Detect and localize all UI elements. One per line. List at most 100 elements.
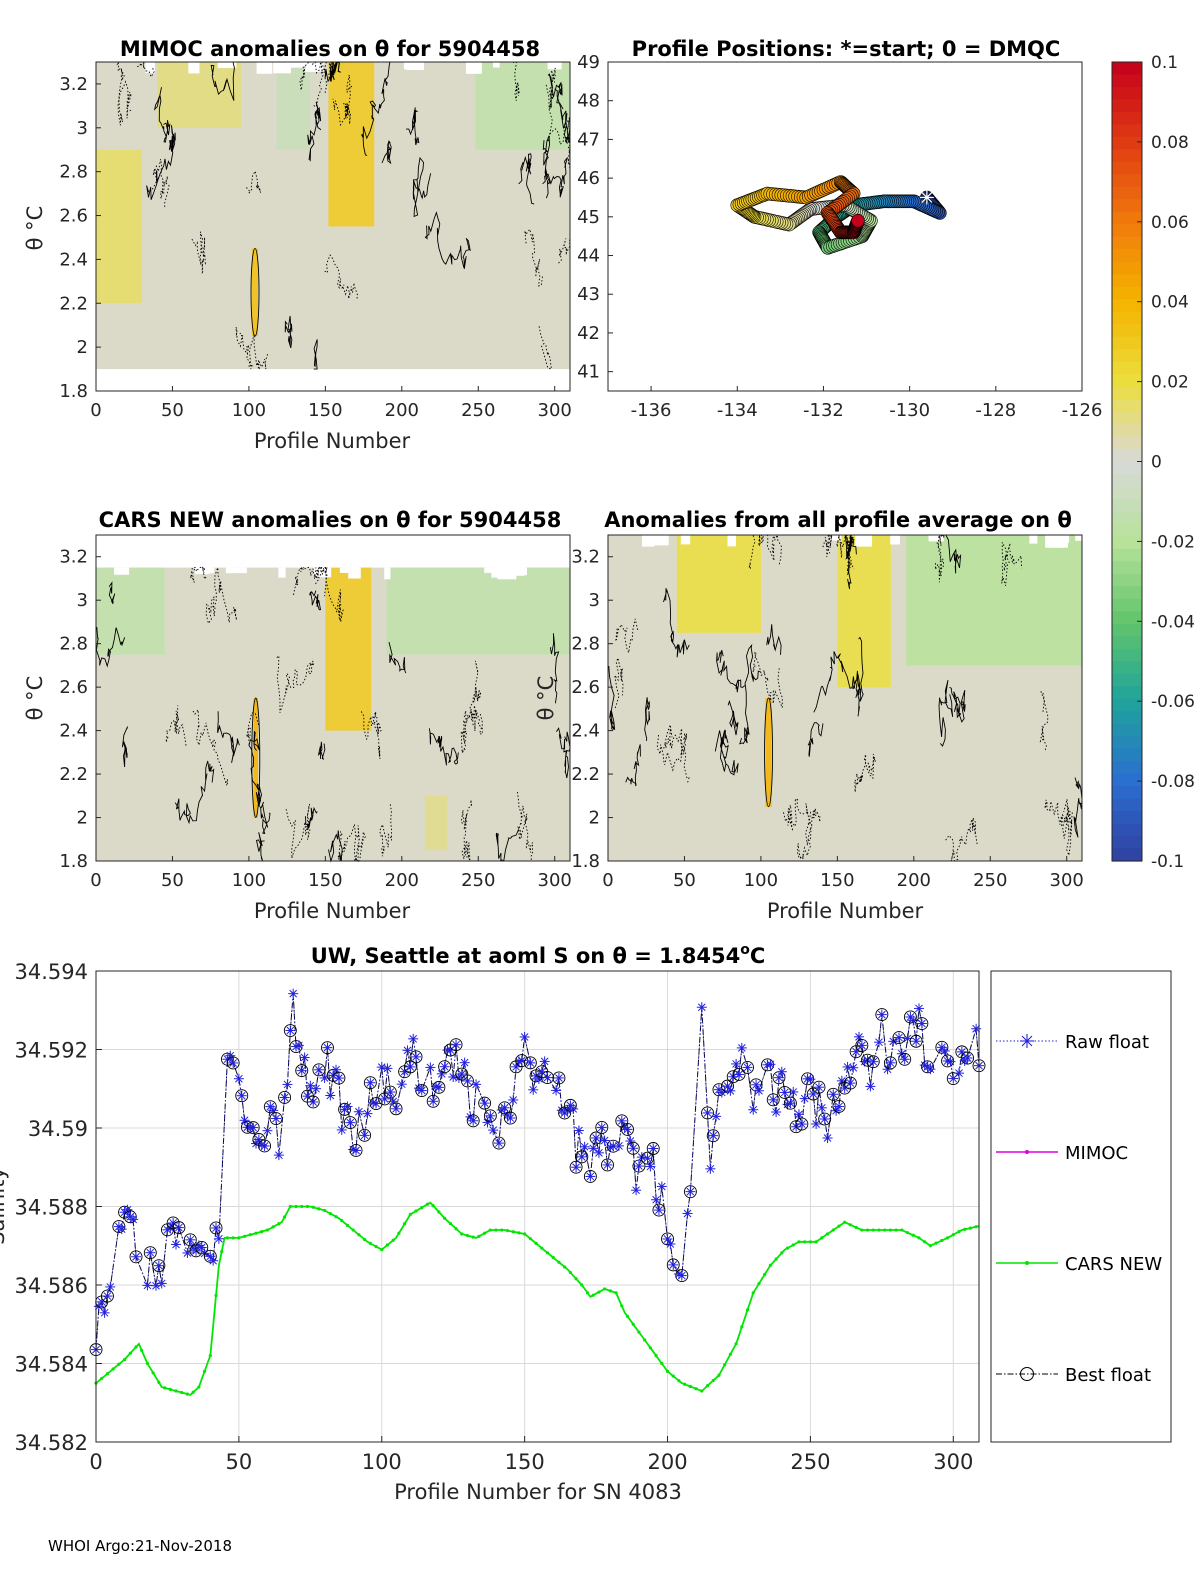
cars-new-point [277,1222,281,1226]
colorbar-step [1112,124,1142,138]
salinity-title: UW, Seattle at aoml S on θ = 1.8454oC [311,942,766,968]
contour-line [165,705,187,748]
colorbar-step [1112,461,1142,475]
best-float-point [343,1116,357,1130]
raw-float-point [868,1056,879,1067]
best-float-point [621,1122,634,1136]
contour-line [542,135,551,199]
raw-float-point [425,1062,436,1073]
cars-new-point [494,1228,498,1232]
raw-float-point [793,1109,804,1120]
raw-float-point [156,1278,167,1289]
raw-float-point [345,1117,356,1128]
best-float-point [321,1041,334,1055]
legend-item: Best float [996,1365,1151,1386]
colorbar-step [1112,411,1142,425]
cars-new-point [248,1233,252,1237]
x-tick-label: 300 [933,1450,973,1474]
cars-new-point [963,1227,967,1231]
raw-float-point [499,1102,510,1113]
raw-float-point [296,1065,307,1076]
y-tick-label: 34.594 [15,960,88,984]
best-float-point [732,1068,746,1081]
contour-line [304,806,318,831]
cars-new-point [351,1228,355,1232]
contour-line [748,533,782,569]
raw-float-point [573,1125,584,1136]
y-tick-label: 2.2 [59,293,88,314]
cars-new-point [597,1290,601,1294]
contour-line [739,643,761,745]
contour-line [324,254,358,299]
raw-float-point [779,1087,790,1098]
raw-float-point [451,1039,462,1050]
legend-label: CARS NEW [1065,1254,1162,1275]
cars-new-point [231,1236,235,1240]
cars-new-point [100,1376,104,1381]
colorbar-step [1112,224,1142,238]
best-float-point [461,1074,474,1088]
best-float-point [389,1102,403,1116]
contour-line [192,708,229,786]
raw-float-point [599,1135,610,1146]
raw-float-point [153,1260,164,1271]
contour-line [1039,691,1049,751]
raw-float-point [519,1031,530,1042]
colorbar-step [1112,299,1142,313]
colorbar-step [1112,349,1142,363]
raw-float-point [211,1222,222,1233]
best-float-point [523,1056,537,1070]
best-float-point [349,1143,363,1157]
start-marker [919,190,934,205]
y-tick-label: 44 [577,246,600,267]
best-float-point [595,1120,609,1134]
raw-float-point [953,1068,964,1079]
colorbar-step [1112,111,1142,126]
cars-new-point [923,1240,927,1244]
cars-new-point [523,1232,527,1236]
anomaly-patch [276,62,311,150]
missing-data-gap [256,62,273,74]
best-float-point [661,1232,674,1246]
contour-line [361,61,391,156]
cars-new-point [808,1240,813,1244]
cars-new-point [968,1226,973,1230]
raw-float-point [753,1085,764,1096]
colorbar-step [1112,261,1142,275]
raw-float-point [905,1011,916,1022]
y-tick-label: 34.592 [15,1039,88,1063]
average-ylabel: θ °C [534,676,558,721]
contour-line [137,61,155,78]
colorbar-tick-label: 0.06 [1151,213,1189,233]
raw-float-point [396,1079,407,1090]
cars-new-point [940,1238,944,1243]
salinity-ylabel: Salinity [0,1167,9,1245]
raw-float-point [325,1090,336,1101]
raw-float-point [705,1163,716,1174]
contour-line [766,624,782,655]
y-tick-label: 3 [77,118,88,139]
contour-line [542,157,568,198]
best-float-point [818,1112,832,1126]
raw-float-point [925,1064,936,1075]
cars-new-point [591,1293,595,1297]
anomaly-patch [386,567,570,655]
best-float-point [358,1128,372,1142]
best-float-point [961,1051,975,1065]
contour-line [293,566,328,597]
cars-new-point [185,1392,190,1396]
colorbar-step [1112,523,1142,538]
raw-float-point [625,1136,636,1147]
best-float-point [332,1071,346,1085]
raw-float-point [322,1042,333,1053]
best-float-point [503,1111,517,1125]
y-tick-label: 1.8 [571,851,600,872]
colorbar-step [1112,274,1142,288]
x-tick-label: 50 [161,400,184,421]
cars-new-point [220,1250,224,1254]
raw-float-point [571,1162,582,1173]
x-tick-label: 250 [790,1450,830,1474]
raw-float-point [471,1079,482,1090]
raw-float-point [213,1233,224,1244]
y-tick-label: 3.2 [59,74,88,95]
